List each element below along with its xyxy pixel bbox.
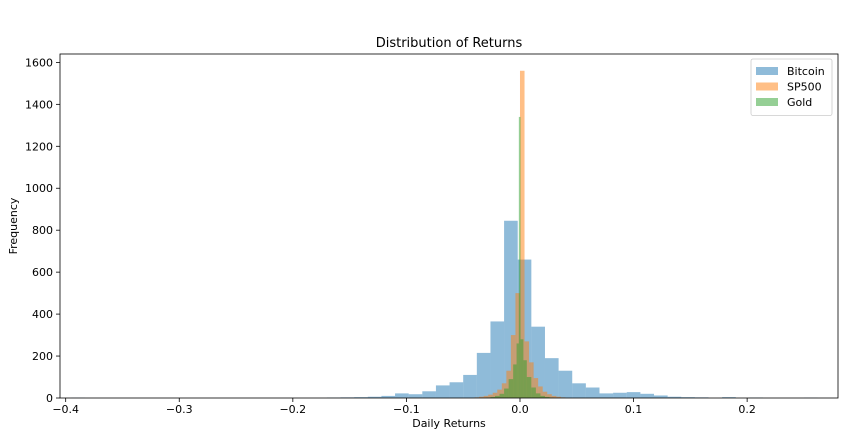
bar-sp500-10 bbox=[519, 70, 525, 398]
legend-label-sp500: SP500 bbox=[787, 81, 822, 94]
bar-gold-5 bbox=[508, 379, 514, 398]
bar-gold-15 bbox=[544, 396, 550, 398]
bar-bitcoin-3 bbox=[354, 397, 368, 398]
bar-sp500-16 bbox=[547, 394, 552, 398]
bar-bitcoin-26 bbox=[667, 396, 682, 398]
bar-bitcoin-12 bbox=[476, 352, 491, 398]
x-tick-label: −0.2 bbox=[279, 403, 306, 416]
y-axis-label: Frequency bbox=[7, 197, 20, 254]
bar-gold-3 bbox=[499, 393, 505, 398]
x-tick-label: −0.4 bbox=[52, 403, 79, 416]
y-tick-label: 1600 bbox=[25, 56, 53, 69]
legend-swatch-gold bbox=[756, 98, 778, 106]
y-axis: 0 200 400 600 800 1000 1200 1400 1600 bbox=[25, 56, 60, 405]
bar-gold-13 bbox=[535, 393, 541, 398]
bar-bitcoin-11 bbox=[463, 374, 477, 398]
bar-bitcoin-17 bbox=[544, 358, 559, 398]
bar-bitcoin-21 bbox=[599, 393, 614, 398]
bar-bitcoin-10 bbox=[449, 382, 464, 398]
y-tick-label: 0 bbox=[46, 392, 53, 405]
bar-bitcoin-23 bbox=[626, 392, 641, 398]
bar-gold-11 bbox=[526, 377, 532, 398]
bar-bitcoin-29 bbox=[722, 397, 736, 398]
bar-gold-14 bbox=[540, 395, 545, 398]
bar-bitcoin-24 bbox=[640, 393, 655, 398]
bar-sp500-18 bbox=[556, 396, 561, 398]
bar-bitcoin-4 bbox=[367, 396, 382, 398]
bar-gold-10 bbox=[523, 360, 527, 398]
x-axis: −0.4 −0.3 −0.2 −0.1 0.0 0.1 0.2 bbox=[52, 398, 756, 416]
x-tick-label: −0.1 bbox=[393, 403, 420, 416]
x-tick-label: 0.2 bbox=[738, 403, 756, 416]
bar-bitcoin-9 bbox=[435, 385, 450, 398]
x-tick-label: 0.1 bbox=[625, 403, 643, 416]
plot-frame bbox=[59, 53, 839, 399]
y-tick-label: 1200 bbox=[25, 140, 53, 153]
bar-bitcoin-19 bbox=[572, 383, 586, 398]
bar-bitcoin-20 bbox=[585, 387, 600, 398]
plot-area bbox=[59, 53, 839, 399]
bar-bitcoin-25 bbox=[654, 395, 668, 398]
legend-swatch-bitcoin bbox=[756, 67, 778, 75]
bar-sp500-1 bbox=[479, 396, 484, 398]
chart-title: Distribution of Returns bbox=[376, 36, 523, 51]
y-tick-label: 600 bbox=[32, 266, 53, 279]
bar-sp500-2 bbox=[483, 395, 489, 398]
bar-sp500-11 bbox=[524, 341, 530, 398]
bar-gold-4 bbox=[504, 388, 509, 398]
x-tick-label: −0.3 bbox=[166, 403, 193, 416]
plot-background bbox=[60, 54, 838, 398]
x-tick-label: 0.0 bbox=[511, 403, 529, 416]
x-axis-label: Daily Returns bbox=[412, 417, 486, 430]
bar-sp500-5 bbox=[497, 389, 502, 398]
legend: Bitcoin SP500 Gold bbox=[750, 58, 833, 116]
bar-sp500-14 bbox=[538, 386, 543, 398]
legend-label-gold: Gold bbox=[787, 96, 812, 109]
bar-sp500-4 bbox=[492, 392, 498, 398]
bar-gold-8 bbox=[518, 116, 521, 399]
bar-sp500-17 bbox=[551, 395, 557, 398]
bar-bitcoin-7 bbox=[408, 394, 423, 398]
bar-gold-6 bbox=[513, 364, 517, 398]
bar-bitcoin-5 bbox=[381, 395, 396, 398]
legend-swatch-sp500 bbox=[756, 82, 778, 91]
bar-bitcoin-22 bbox=[613, 392, 627, 398]
bar-bitcoin-27 bbox=[681, 397, 695, 398]
bar-sp500-3 bbox=[488, 394, 493, 398]
bar-gold-2 bbox=[495, 395, 500, 398]
y-tick-label: 800 bbox=[32, 224, 53, 237]
bar-bitcoin-6 bbox=[395, 393, 409, 398]
bar-gold-1 bbox=[490, 396, 495, 398]
bar-sp500-15 bbox=[542, 391, 548, 398]
bars-group bbox=[71, 70, 818, 399]
bar-gold-12 bbox=[531, 387, 536, 398]
bar-bitcoin-18 bbox=[558, 370, 573, 398]
y-tick-label: 400 bbox=[32, 308, 53, 321]
bar-bitcoin-13 bbox=[490, 321, 505, 398]
y-tick-label: 200 bbox=[32, 350, 53, 363]
bar-bitcoin-8 bbox=[422, 391, 436, 398]
legend-label-bitcoin: Bitcoin bbox=[787, 65, 825, 78]
bar-gold-9 bbox=[520, 339, 524, 398]
y-tick-label: 1400 bbox=[25, 98, 53, 111]
bar-gold-7 bbox=[516, 343, 519, 398]
series-gold bbox=[485, 116, 555, 399]
y-tick-label: 1000 bbox=[25, 182, 53, 195]
